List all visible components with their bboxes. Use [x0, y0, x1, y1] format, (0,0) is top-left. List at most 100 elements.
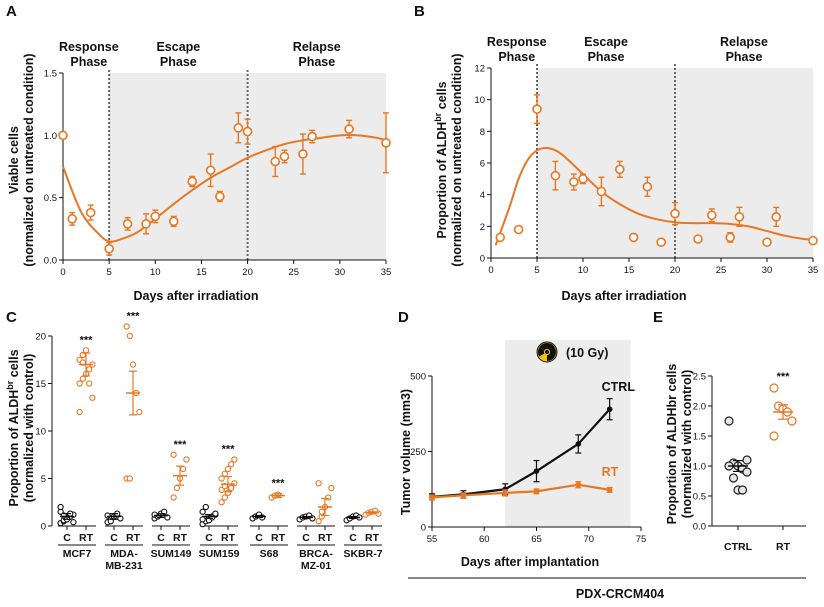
data-point: [502, 490, 508, 496]
data-point: [170, 451, 177, 458]
data-point: [381, 138, 391, 148]
data-point: [221, 470, 228, 477]
data-point: [315, 480, 322, 487]
y-tick-label: 0: [421, 523, 426, 534]
panel-d-letter: D: [398, 309, 409, 326]
x-tick-label: 20: [242, 267, 253, 278]
y-tick-label: 1.0: [44, 131, 57, 142]
data-point: [79, 375, 86, 382]
data-point: [325, 494, 332, 501]
panel-e-groups: CTRL RT ***: [724, 371, 797, 553]
cell-line-label: MDA-: [110, 548, 138, 560]
significance-stars: ***: [222, 444, 236, 456]
panel-d: D (10 Gy) 55 60 65 70 75 0 250 500 CTRL RT Days…: [398, 309, 806, 601]
data-point: [706, 210, 717, 221]
data-point: [205, 165, 216, 176]
y-tick-label: 0.5: [44, 193, 57, 204]
data-point: [628, 232, 639, 243]
significance-stars: ***: [272, 478, 286, 490]
data-point: [85, 207, 96, 218]
data-point: [429, 494, 435, 501]
data-point: [70, 519, 77, 526]
x-tick-label: 35: [381, 267, 392, 278]
panel-e-y-label-line1: Proportion of ALDHbr cells: [665, 364, 679, 525]
data-point: [233, 123, 244, 133]
phase-label: Response: [59, 40, 119, 54]
data-point: [808, 235, 818, 246]
data-point: [218, 499, 225, 506]
data-point: [231, 456, 238, 463]
data-point: [670, 208, 680, 219]
y-tick-label: 8: [480, 127, 485, 138]
data-point: [642, 181, 653, 192]
y-tick-label: 10: [474, 95, 485, 106]
phase-label: Phase: [298, 55, 335, 69]
significance-stars: ***: [80, 334, 94, 346]
data-point: [575, 441, 582, 447]
panel-a-x-label: Days after irradiation: [133, 289, 258, 303]
y-tick-label: 10: [35, 427, 46, 438]
cell-line-label: S68: [260, 548, 279, 560]
group-label-c: C: [63, 532, 71, 544]
data-point: [533, 468, 540, 474]
cell-line-label: SKBR-7: [343, 548, 382, 560]
data-point: [168, 216, 179, 227]
panel-e-y-ticks: 0.0 0.5 1.0 1.5 2.0 2.5: [693, 372, 712, 533]
data-point: [228, 484, 235, 492]
panel-a-y-label-line1: Viable cells: [7, 126, 21, 194]
panel-c-y-ticks: 0 5 10 15 20: [35, 332, 52, 533]
phase-label: Relapse: [293, 40, 341, 54]
data-point: [375, 510, 382, 517]
data-point: [762, 237, 772, 247]
x-tick-label: 10: [578, 265, 589, 276]
data-point: [737, 485, 748, 495]
group-label-c: C: [110, 532, 118, 544]
panel-c-y-label-line1: Proportion of ALDHbr cells: [5, 349, 21, 506]
data-point: [183, 456, 190, 463]
x-tick-label: 25: [288, 267, 299, 278]
x-tick-label: 30: [335, 267, 346, 278]
panel-b-y-ticks: 0 2 4 6 8 10 12: [474, 64, 491, 265]
data-point: [104, 243, 114, 254]
y-tick-label: 0.0: [44, 256, 57, 267]
panel-b-fit-curve: [494, 146, 814, 246]
phase-label: Phase: [70, 55, 107, 69]
data-point: [734, 212, 745, 222]
y-tick-label: 4: [480, 190, 485, 201]
panel-b-data-points: [495, 94, 818, 247]
x-tick-label: 35: [808, 265, 819, 276]
data-point: [614, 164, 625, 175]
data-point: [309, 515, 316, 522]
group-label-c: C: [157, 532, 165, 544]
data-point: [180, 465, 187, 473]
data-point: [202, 503, 209, 511]
panel-a-x-ticks: 0 5 10 15 20 25 30 35: [60, 260, 391, 278]
x-tick-label: 60: [479, 534, 490, 545]
data-point: [129, 361, 137, 368]
group-label-rt: RT: [221, 532, 236, 544]
data-point: [787, 416, 797, 426]
cell-line-label: MCF7: [63, 548, 92, 560]
y-tick-label: 6: [480, 159, 485, 170]
phase-label: Phase: [726, 50, 763, 64]
data-point: [212, 510, 219, 517]
data-point: [86, 366, 93, 373]
data-point: [76, 408, 83, 416]
cell-line-label-line2: MZ-01: [301, 560, 331, 572]
data-point: [578, 174, 588, 184]
footer-label: PDX-CRCM404: [576, 587, 664, 601]
y-tick-label: 1.5: [44, 69, 57, 80]
phase-label: Phase: [498, 50, 535, 64]
data-point: [495, 232, 506, 243]
panel-e: E 0.0 0.5 1.0 1.5 2.0 2.5 CTRL RT *** Proportio…: [653, 309, 806, 553]
data-point: [550, 170, 561, 181]
data-point: [344, 124, 354, 134]
panel-b-x-ticks: 0 5 10 15 20 25 30 35: [488, 258, 818, 276]
panel-d-y-ticks: 0 250 500: [410, 372, 432, 534]
